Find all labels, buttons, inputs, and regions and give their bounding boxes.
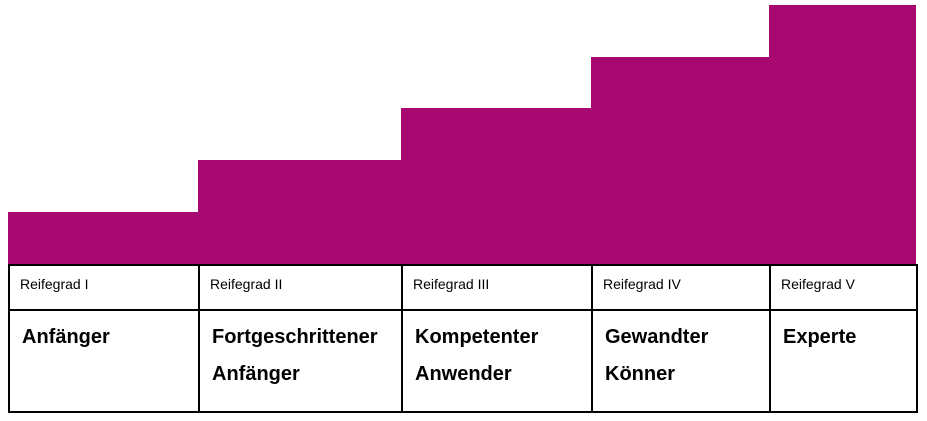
grade-row: Reifegrad I Reifegrad II Reifegrad III R…: [8, 264, 918, 311]
skill-cell-4: Gewandter Könner: [591, 309, 771, 413]
stair-step-1: [8, 212, 198, 264]
skill-cell-2: Fortgeschrittener Anfänger: [198, 309, 403, 413]
stair-step-4: [591, 57, 769, 264]
maturity-figure: Reifegrad I Reifegrad II Reifegrad III R…: [8, 0, 918, 413]
skill-cell-1: Anfänger: [8, 309, 200, 413]
maturity-table: Reifegrad I Reifegrad II Reifegrad III R…: [8, 264, 918, 413]
staircase: [8, 0, 916, 264]
grade-cell-2: Reifegrad II: [198, 264, 403, 311]
grade-cell-3: Reifegrad III: [401, 264, 593, 311]
grade-cell-5: Reifegrad V: [769, 264, 918, 311]
skill-row: Anfänger Fortgeschrittener Anfänger Komp…: [8, 309, 918, 413]
skill-cell-5: Experte: [769, 309, 918, 413]
stair-step-5: [769, 5, 916, 264]
grade-cell-1: Reifegrad I: [8, 264, 200, 311]
grade-cell-4: Reifegrad IV: [591, 264, 771, 311]
stair-step-2: [198, 160, 401, 264]
skill-cell-3: Kompetenter Anwender: [401, 309, 593, 413]
stair-step-3: [401, 108, 591, 264]
